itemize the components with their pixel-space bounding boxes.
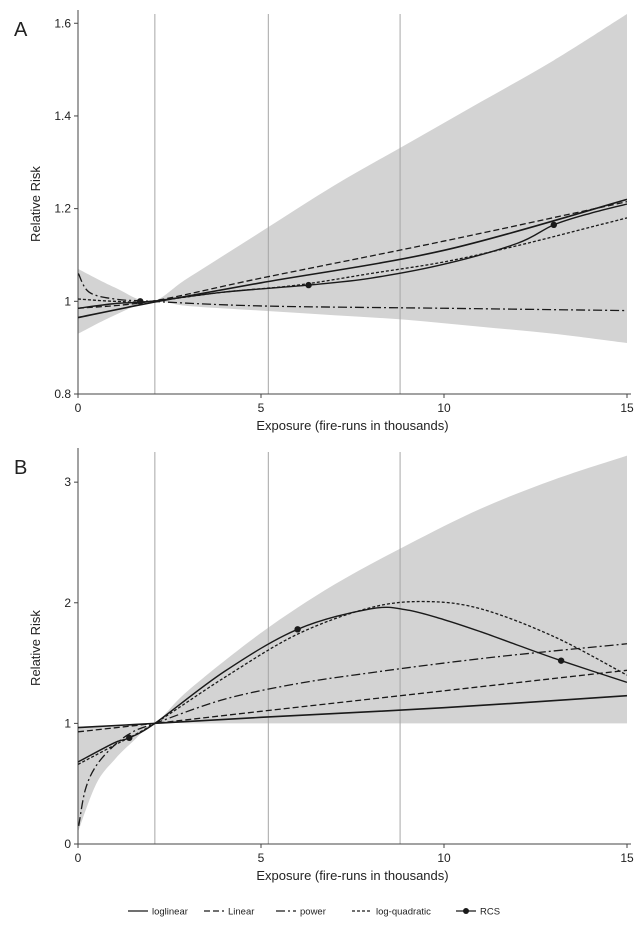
panel-b-letter: B — [14, 457, 27, 479]
panel-b-linear-line — [78, 669, 627, 733]
panel-b-loglinear-line — [78, 694, 627, 729]
panel-a-y-tick-label: 1.2 — [54, 202, 71, 216]
panel-a-y-tick-label: 1.4 — [54, 109, 71, 123]
panel-a-y-tick-label: 1 — [64, 294, 71, 308]
panel-b-y-tick-label: 1 — [64, 716, 71, 730]
legend-power-label: power — [300, 907, 326, 918]
panel-b-rcs-point — [294, 626, 301, 633]
panel-b-rcs-point — [557, 657, 565, 664]
panel-a-x-axis-label: Exposure (fire-runs in thousands) — [256, 418, 448, 433]
panel-a-y-tick-label: 0.8 — [54, 387, 71, 401]
panel-a-x-tick-label: 0 — [75, 401, 82, 415]
panel-a: A 0.8 1 1.2 1.4 1.6 0 5 10 15 Exposure (fire-runs… — [14, 10, 634, 433]
panel-a-letter: A — [14, 19, 28, 41]
panel-b-logquad-line — [78, 600, 627, 765]
panel-a-ci-band — [78, 14, 627, 344]
panel-a-loglinear-line — [78, 198, 627, 319]
panel-a-rcs-point — [137, 298, 144, 305]
panel-a-x-tick-label: 10 — [437, 401, 451, 415]
panel-a-y-axis-label: Relative Risk — [28, 166, 43, 242]
panel-a-x-tick-label: 15 — [620, 401, 634, 415]
legend-linear-label: Linear — [228, 907, 254, 918]
panel-b-power-line — [78, 643, 627, 827]
panel-b-y-tick-label: 3 — [64, 475, 71, 489]
panel-a-power-line — [78, 273, 627, 312]
legend-logquad-label: log-quadratic — [376, 907, 431, 918]
panel-b-y-axis-label: Relative Risk — [28, 610, 43, 686]
panel-b-x-tick-label: 5 — [258, 851, 265, 865]
panel-a-y-tick-label: 1.6 — [54, 16, 71, 30]
legend-rcs-marker — [463, 908, 469, 914]
legend: loglinear Linear power log-quadratic RCS — [128, 907, 500, 918]
legend-rcs-label: RCS — [480, 907, 500, 918]
panel-a-rcs-point — [550, 221, 557, 229]
panel-b-x-tick-label: 0 — [75, 851, 82, 865]
panel-b-x-tick-label: 15 — [620, 851, 634, 865]
panel-b-y-tick-label: 0 — [64, 837, 71, 851]
legend-loglinear-label: loglinear — [152, 907, 188, 918]
panel-b-y-tick-label: 2 — [64, 596, 71, 610]
panel-a-rcs-point — [305, 281, 312, 289]
panel-a-x-tick-label: 5 — [258, 401, 265, 415]
panel-b-x-tick-label: 10 — [437, 851, 451, 865]
panel-b: B 0 1 2 3 0 5 10 15 Exposure (fire-runs in thous… — [14, 448, 634, 883]
panel-b-x-axis-label: Exposure (fire-runs in thousands) — [256, 868, 448, 883]
panel-b-ci-band — [78, 455, 627, 832]
panel-b-rcs-point — [126, 734, 133, 742]
